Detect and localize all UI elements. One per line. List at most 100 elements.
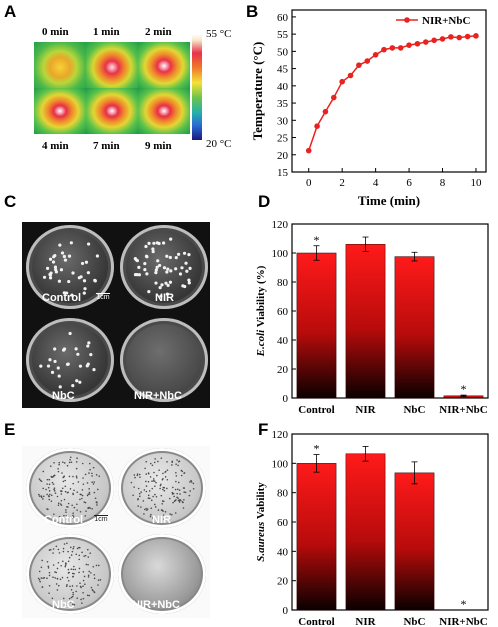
colony <box>175 463 177 466</box>
colony <box>84 554 87 557</box>
colony <box>145 480 147 483</box>
colony <box>79 510 82 513</box>
colony <box>133 273 138 277</box>
colony <box>53 347 57 351</box>
colony <box>92 589 94 592</box>
colony <box>91 472 93 475</box>
colony <box>71 585 74 587</box>
colony <box>98 475 101 478</box>
colony <box>161 509 164 512</box>
colony <box>155 495 158 498</box>
y-tick-label: 120 <box>272 429 289 441</box>
colony <box>61 560 64 563</box>
colony <box>87 574 90 577</box>
colony <box>42 470 45 473</box>
ecoli-viability-bar-chart: 0 20 40 60 80 100 120 * Control NIR NbC * NIR+NbC E.c… <box>255 219 489 414</box>
colony <box>147 241 151 245</box>
colony <box>174 256 178 260</box>
colony <box>58 463 60 466</box>
colony <box>178 489 181 491</box>
colony <box>38 478 41 480</box>
colony <box>77 276 81 280</box>
colony <box>48 549 51 551</box>
colony <box>62 254 66 259</box>
colony <box>62 291 66 295</box>
data-point <box>331 94 337 101</box>
y-axis-title: E.coli Viability (%) <box>255 265 267 357</box>
colony <box>67 568 70 571</box>
colony <box>137 265 141 269</box>
colony <box>86 242 91 246</box>
colony <box>177 481 180 484</box>
dish-label-nirnbc-e: NIR+NbC <box>132 599 180 611</box>
colony <box>168 497 171 500</box>
colony <box>41 586 44 588</box>
colony <box>52 552 54 554</box>
colony <box>68 556 71 559</box>
x-tick-label: 6 <box>406 177 412 189</box>
colony <box>68 597 71 600</box>
colony <box>48 257 53 261</box>
colony <box>184 261 188 265</box>
colony <box>67 602 70 605</box>
time-label-1: 1 min <box>93 26 120 38</box>
bar <box>296 463 337 611</box>
colony <box>56 567 59 570</box>
colony <box>59 503 62 505</box>
colony <box>62 597 65 600</box>
colony <box>176 488 179 491</box>
colony <box>95 474 98 476</box>
colony <box>142 500 145 502</box>
dish-label-nir-c: NIR <box>155 292 174 304</box>
colony <box>76 503 78 506</box>
colony <box>40 566 43 569</box>
colony <box>38 493 40 496</box>
colony <box>154 485 156 487</box>
colony <box>143 268 147 272</box>
colony <box>190 481 193 483</box>
x-tick-label: 8 <box>440 177 446 189</box>
colony <box>57 584 60 587</box>
thermal-colorbar <box>192 34 202 140</box>
colony <box>172 492 175 495</box>
colony <box>156 474 158 477</box>
colony <box>71 572 74 575</box>
colony <box>88 594 91 597</box>
colony <box>71 504 73 507</box>
colony <box>46 483 48 485</box>
x-tick-label: 10 <box>470 177 482 189</box>
colony <box>65 509 67 511</box>
colony <box>78 554 81 557</box>
colony <box>180 266 184 270</box>
colony <box>85 563 88 566</box>
colony <box>87 507 90 509</box>
colony <box>143 489 146 491</box>
colony <box>145 490 148 493</box>
x-tick-label: 0 <box>306 177 312 189</box>
colony <box>48 495 50 498</box>
colony <box>149 515 152 518</box>
data-point <box>339 78 345 85</box>
colony <box>66 464 69 467</box>
colony <box>65 291 69 295</box>
colony <box>86 548 89 551</box>
colony <box>164 476 167 478</box>
colony <box>177 497 179 499</box>
data-point <box>389 45 396 51</box>
colony <box>46 577 48 579</box>
colony <box>165 254 169 258</box>
colony <box>76 547 79 550</box>
colony <box>76 585 78 587</box>
colony <box>95 501 98 503</box>
colony <box>82 571 85 573</box>
x-tick-label: NbC <box>403 616 425 627</box>
colony <box>93 491 96 494</box>
y-tick-label: 100 <box>272 458 289 470</box>
colony <box>50 475 53 478</box>
colony <box>145 473 148 475</box>
colony <box>50 370 55 374</box>
colony <box>65 362 70 366</box>
colony <box>154 506 157 508</box>
colony <box>133 486 135 488</box>
colony <box>147 472 150 474</box>
